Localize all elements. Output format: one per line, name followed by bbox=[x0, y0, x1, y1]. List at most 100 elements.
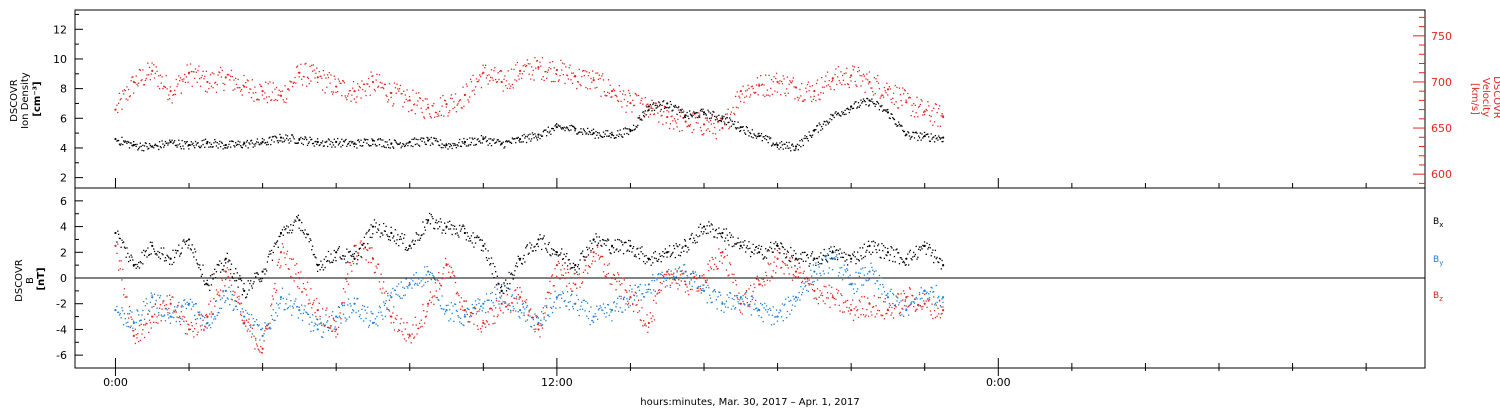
velocity-point bbox=[172, 94, 174, 96]
by-point bbox=[429, 271, 432, 274]
bz-point bbox=[556, 275, 558, 277]
velocity-point bbox=[393, 103, 395, 105]
velocity-point bbox=[441, 105, 443, 107]
bz-point bbox=[334, 330, 336, 332]
bz-point bbox=[717, 268, 719, 270]
velocity-point bbox=[129, 95, 131, 97]
velocity-point bbox=[637, 117, 639, 119]
velocity-point bbox=[374, 90, 376, 92]
density-point bbox=[288, 142, 290, 144]
bz-point bbox=[831, 296, 834, 299]
density-point bbox=[571, 125, 574, 128]
bz-point bbox=[803, 270, 805, 273]
velocity-point bbox=[342, 80, 344, 82]
velocity-point bbox=[892, 97, 894, 99]
density-point bbox=[537, 133, 540, 136]
bz-point bbox=[276, 264, 279, 266]
by-point bbox=[433, 278, 436, 280]
velocity-point bbox=[463, 105, 465, 108]
bx-point bbox=[206, 279, 208, 282]
bz-point bbox=[755, 278, 758, 280]
bx-point bbox=[393, 235, 395, 237]
density-point bbox=[863, 99, 865, 102]
density-point bbox=[325, 141, 327, 144]
bz-point bbox=[648, 326, 650, 328]
bx-point bbox=[684, 244, 687, 247]
density-point bbox=[213, 142, 215, 144]
by-point bbox=[531, 317, 534, 319]
velocity-point bbox=[366, 83, 368, 85]
bx-point bbox=[873, 245, 876, 247]
density-point bbox=[755, 137, 758, 139]
bz-point bbox=[676, 270, 678, 272]
by-point bbox=[719, 291, 721, 294]
density-point bbox=[285, 134, 287, 136]
velocity-point bbox=[850, 80, 852, 82]
bz-point bbox=[816, 298, 818, 300]
bx-point bbox=[622, 244, 624, 246]
density-point bbox=[739, 130, 741, 133]
by-point bbox=[140, 319, 142, 321]
bz-point bbox=[298, 276, 301, 280]
by-point bbox=[878, 274, 881, 277]
bz-point bbox=[369, 247, 371, 249]
bx-point bbox=[477, 236, 479, 239]
by-point bbox=[709, 297, 712, 299]
velocity-point bbox=[712, 132, 714, 135]
density-point bbox=[828, 121, 830, 124]
bx-point bbox=[524, 261, 526, 263]
by-point bbox=[610, 309, 614, 312]
by-point bbox=[764, 302, 766, 304]
density-point bbox=[439, 139, 442, 141]
by-point bbox=[879, 284, 881, 286]
density-point bbox=[730, 125, 733, 127]
bx-point bbox=[256, 272, 259, 274]
bx-point bbox=[786, 250, 789, 252]
velocity-point bbox=[801, 100, 804, 102]
bz-point bbox=[505, 306, 507, 308]
density-point bbox=[504, 146, 506, 148]
bx-point bbox=[386, 234, 388, 236]
density-point bbox=[147, 148, 149, 150]
velocity-point bbox=[128, 95, 131, 98]
density-point bbox=[703, 113, 705, 116]
bx-point bbox=[775, 241, 777, 243]
density-point bbox=[314, 141, 316, 143]
density-point bbox=[283, 140, 285, 143]
density-point bbox=[668, 107, 670, 109]
bz-point bbox=[724, 248, 727, 250]
by-point bbox=[540, 319, 542, 321]
bx-point bbox=[337, 247, 340, 250]
bz-point bbox=[500, 302, 503, 305]
by-point bbox=[221, 297, 223, 299]
density-point bbox=[122, 143, 124, 146]
bz-point bbox=[494, 322, 496, 324]
density-point bbox=[914, 131, 916, 134]
velocity-point bbox=[780, 94, 782, 96]
bx-point bbox=[461, 225, 463, 228]
by-point bbox=[794, 296, 798, 299]
velocity-point bbox=[511, 83, 514, 86]
bz-point bbox=[447, 263, 449, 265]
bz-point bbox=[413, 337, 415, 339]
by-point bbox=[818, 266, 820, 268]
velocity-point bbox=[771, 93, 774, 95]
bx-point bbox=[883, 257, 886, 260]
by-point bbox=[381, 314, 383, 317]
density-point bbox=[815, 128, 817, 131]
bx-point bbox=[709, 231, 712, 233]
by-point bbox=[551, 307, 553, 309]
bx-point bbox=[210, 284, 213, 286]
by-point bbox=[362, 304, 364, 307]
by-point bbox=[153, 305, 155, 308]
velocity-point bbox=[641, 97, 643, 100]
bz-point bbox=[411, 333, 413, 335]
by-point bbox=[304, 305, 306, 307]
density-point bbox=[418, 144, 420, 146]
by-point bbox=[315, 323, 317, 326]
by-point bbox=[433, 276, 435, 278]
density-point bbox=[653, 109, 656, 111]
by-point bbox=[938, 300, 941, 302]
by-point bbox=[515, 296, 518, 298]
bx-point bbox=[808, 265, 810, 267]
